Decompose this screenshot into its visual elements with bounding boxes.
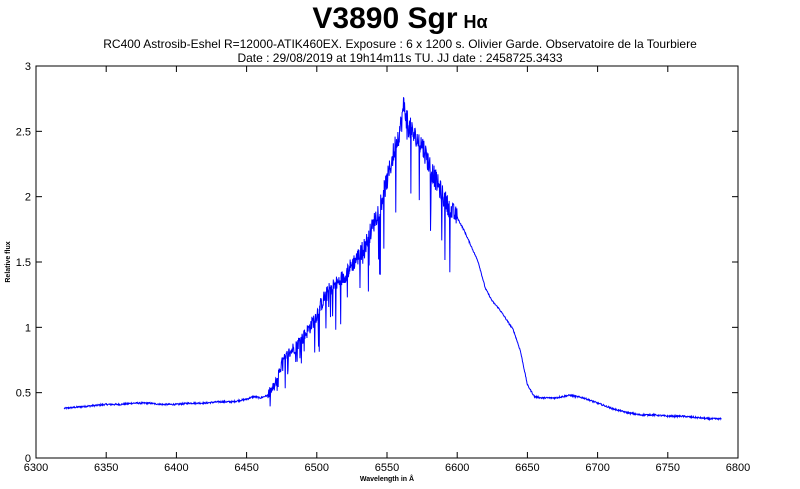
x-tick-label: 6350 bbox=[94, 462, 118, 474]
y-tick-label: 2.5 bbox=[16, 126, 31, 138]
y-axis: 0 0.5 1 1.5 2 2.5 3 bbox=[16, 61, 738, 465]
x-tick-label: 6450 bbox=[234, 462, 258, 474]
x-tick-label: 6500 bbox=[305, 462, 329, 474]
x-tick-label: 6650 bbox=[515, 462, 539, 474]
chart-title: V3890 Sgr bbox=[312, 2, 458, 35]
x-tick-label: 6600 bbox=[445, 462, 469, 474]
x-axis-title: Wavelength in Å bbox=[360, 474, 414, 483]
y-axis-title: Relative flux bbox=[5, 241, 12, 282]
x-tick-label: 6400 bbox=[164, 462, 188, 474]
y-tick-label: 3 bbox=[25, 61, 31, 73]
chart-title-suffix: Hα bbox=[463, 12, 488, 32]
y-tick-label: 0.5 bbox=[16, 388, 31, 400]
plot-frame bbox=[35, 65, 739, 459]
y-tick-label: 0 bbox=[25, 453, 31, 465]
y-tick-label: 1.5 bbox=[16, 257, 31, 269]
title-block: V3890 Sgr Hα bbox=[0, 0, 800, 37]
x-tick-label: 6550 bbox=[375, 462, 399, 474]
y-tick-label: 1 bbox=[25, 322, 31, 334]
chart-subtitle-line2: Date : 29/08/2019 at 19h14m11s TU. JJ da… bbox=[237, 51, 563, 65]
chart-subtitle-line1: RC400 Astrosib-Eshel R=12000-ATIK460EX. … bbox=[103, 37, 697, 51]
x-tick-label: 6750 bbox=[656, 462, 680, 474]
series-layer bbox=[63, 97, 722, 422]
y-tick-label: 2 bbox=[25, 192, 31, 204]
x-tick-label: 6300 bbox=[24, 462, 48, 474]
series-line bbox=[63, 97, 722, 422]
x-axis: 6300 6350 6400 6450 6500 6550 6600 6650 6700 6750… bbox=[24, 66, 750, 474]
x-tick-label: 6800 bbox=[726, 462, 750, 474]
x-tick-label: 6700 bbox=[585, 462, 609, 474]
